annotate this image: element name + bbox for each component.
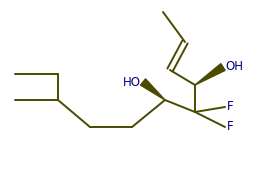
Polygon shape	[141, 79, 165, 100]
Text: HO: HO	[123, 76, 141, 89]
Text: OH: OH	[225, 61, 243, 74]
Text: F: F	[227, 121, 234, 134]
Polygon shape	[195, 64, 225, 85]
Text: F: F	[227, 101, 234, 114]
